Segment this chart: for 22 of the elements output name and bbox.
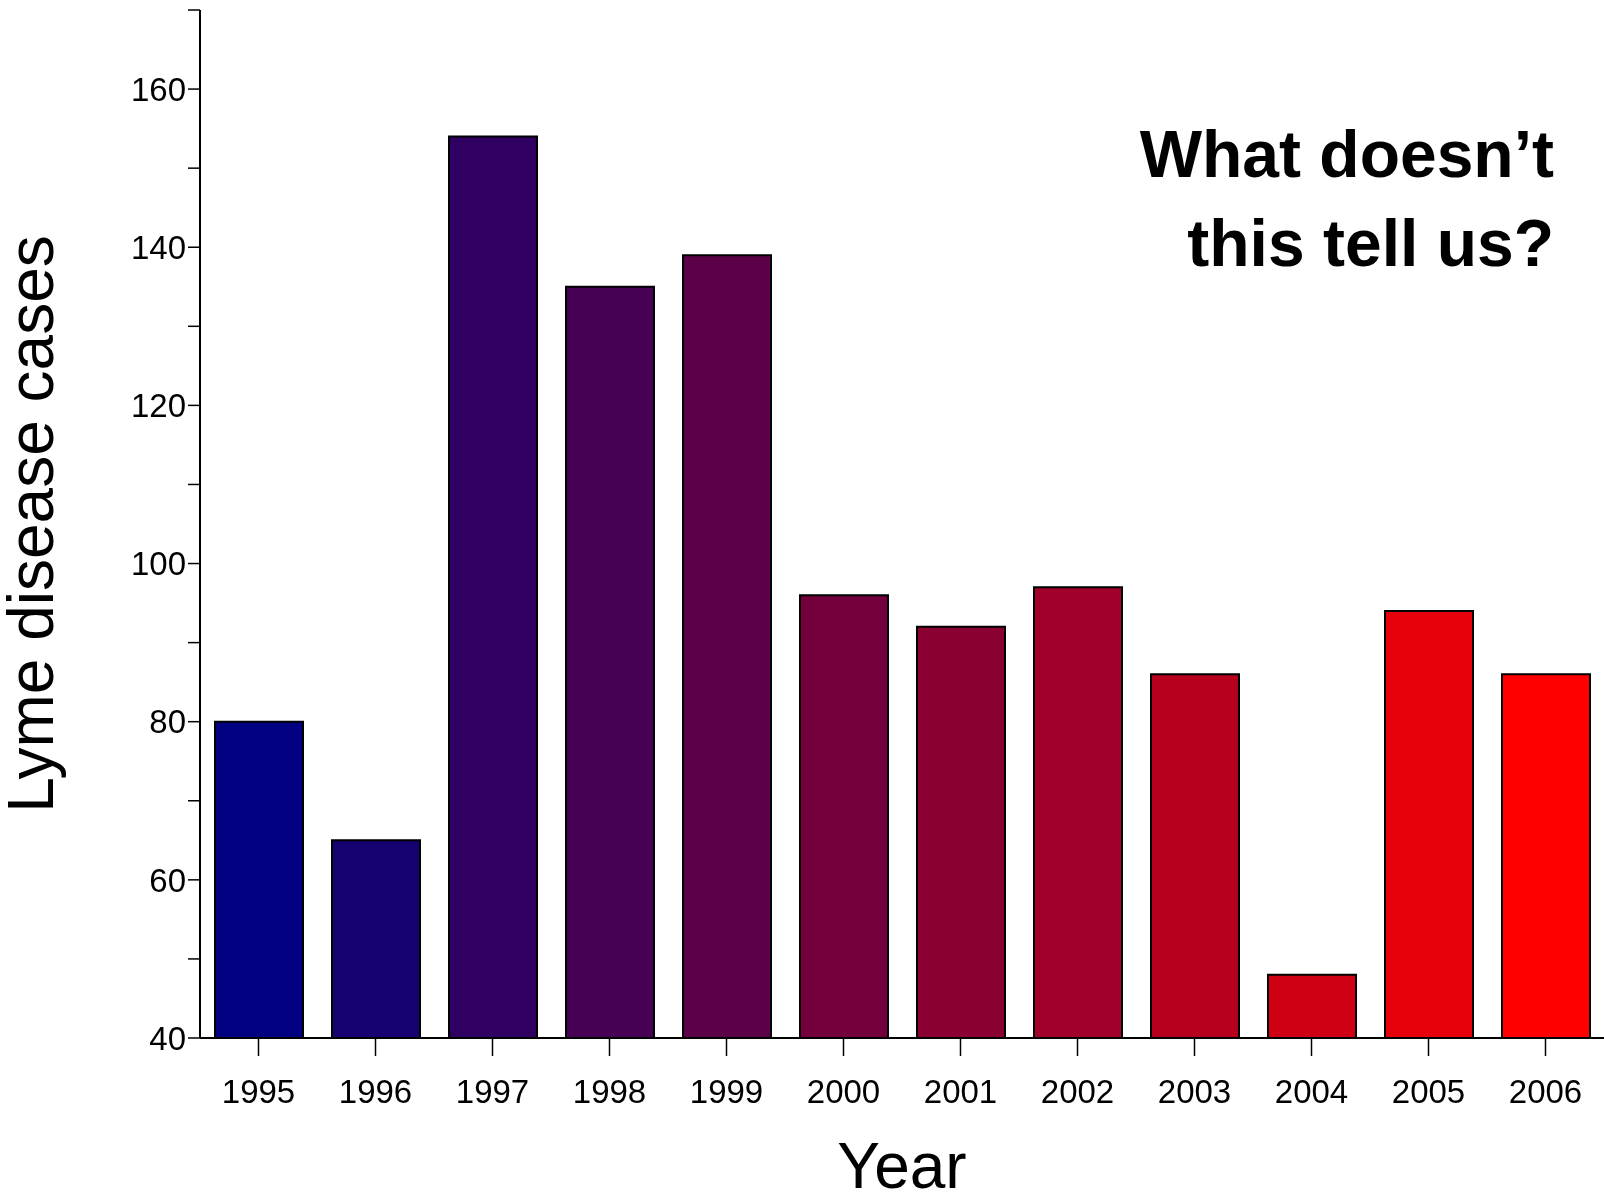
x-tick-label: 1999 <box>689 1073 764 1111</box>
x-tick-label: 2005 <box>1391 1073 1466 1111</box>
y-tick-label: 60 <box>149 861 186 899</box>
y-tick-label: 120 <box>130 387 186 425</box>
y-tick-label: 160 <box>130 70 186 108</box>
y-tick-label: 100 <box>130 545 186 583</box>
annotation: What doesn’t this tell us? <box>1138 116 1554 283</box>
x-tick-label: 1998 <box>572 1073 647 1111</box>
y-tick-label: 140 <box>130 228 186 266</box>
x-tick-label: 2006 <box>1508 1073 1583 1111</box>
x-tick-label: 1996 <box>338 1073 413 1111</box>
y-tick-label: 80 <box>149 703 186 741</box>
x-tick-label: 2000 <box>806 1073 881 1111</box>
x-tick-label: 2004 <box>1274 1073 1349 1111</box>
x-tick-label: 1997 <box>455 1073 530 1111</box>
x-tick-label: 2001 <box>923 1073 998 1111</box>
x-tick-label: 1995 <box>221 1073 296 1111</box>
x-tick-label: 2003 <box>1157 1073 1232 1111</box>
y-axis-title: Lyme disease cases <box>0 235 67 813</box>
x-axis-title: Year <box>837 1130 967 1198</box>
x-tick-label: 2002 <box>1040 1073 1115 1111</box>
y-tick-label: 40 <box>149 1019 186 1057</box>
